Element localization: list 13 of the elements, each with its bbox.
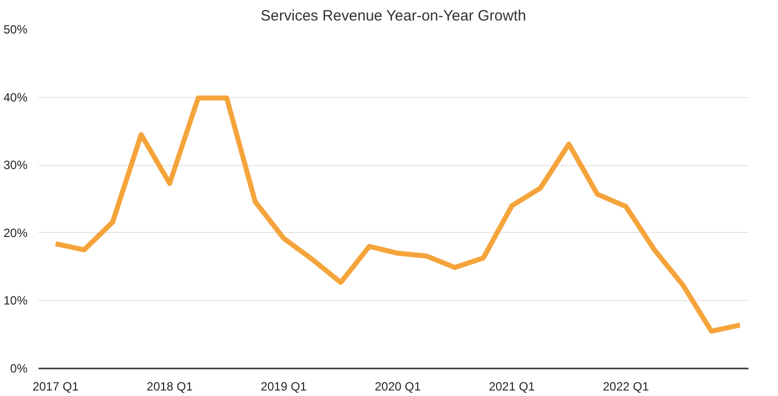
y-tick-label: 30%: [3, 158, 28, 172]
x-tick-label: 2018 Q1: [146, 380, 194, 394]
y-tick-label: 50%: [3, 22, 28, 36]
y-tick-label: 10%: [3, 294, 28, 308]
y-tick-label: 20%: [3, 226, 28, 240]
x-tick-label: 2019 Q1: [260, 380, 308, 394]
y-tick-label: 40%: [3, 90, 28, 104]
x-tick-label: 2021 Q1: [488, 380, 536, 394]
x-tick-label: 2017 Q1: [32, 380, 79, 394]
x-tick-label: 2022 Q1: [602, 380, 650, 394]
y-tick-label: 0%: [10, 362, 28, 376]
x-tick-label: 2020 Q1: [374, 380, 422, 394]
chart-title: Services Revenue Year-on-Year Growth: [260, 8, 526, 24]
